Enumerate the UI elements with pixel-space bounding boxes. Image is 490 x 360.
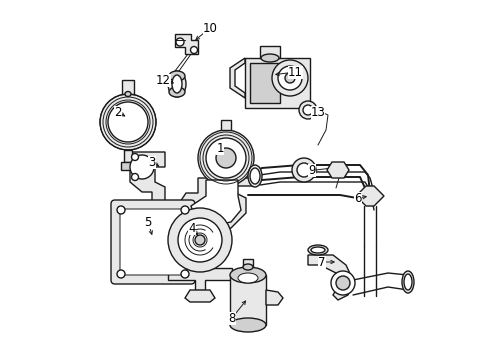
- Circle shape: [206, 138, 246, 178]
- Text: 7: 7: [318, 256, 326, 269]
- Bar: [243, 259, 253, 267]
- Circle shape: [176, 38, 184, 46]
- Circle shape: [292, 158, 316, 182]
- Circle shape: [178, 218, 222, 262]
- Circle shape: [195, 235, 205, 245]
- Text: 10: 10: [202, 22, 218, 35]
- Bar: [121, 162, 135, 170]
- Polygon shape: [176, 178, 254, 233]
- Circle shape: [117, 206, 125, 214]
- Polygon shape: [168, 268, 232, 290]
- Ellipse shape: [402, 271, 414, 293]
- Circle shape: [297, 163, 311, 177]
- Circle shape: [272, 60, 308, 96]
- Circle shape: [117, 270, 125, 278]
- FancyBboxPatch shape: [111, 200, 195, 284]
- Ellipse shape: [261, 54, 279, 62]
- Circle shape: [108, 102, 148, 142]
- Text: 3: 3: [148, 156, 156, 168]
- Circle shape: [131, 174, 139, 180]
- Polygon shape: [175, 34, 198, 54]
- Text: 11: 11: [288, 66, 302, 78]
- Text: 12: 12: [155, 73, 171, 86]
- Ellipse shape: [248, 165, 262, 187]
- Circle shape: [216, 148, 236, 168]
- Ellipse shape: [238, 273, 258, 283]
- Ellipse shape: [169, 71, 185, 81]
- Circle shape: [168, 208, 232, 272]
- Ellipse shape: [230, 318, 266, 332]
- Text: 6: 6: [354, 192, 362, 204]
- Text: 8: 8: [228, 311, 236, 324]
- Ellipse shape: [250, 168, 260, 184]
- Ellipse shape: [243, 264, 253, 270]
- Ellipse shape: [125, 91, 131, 96]
- Bar: [124, 150, 132, 162]
- Bar: [221, 120, 231, 130]
- Polygon shape: [356, 186, 384, 206]
- Ellipse shape: [311, 247, 325, 253]
- Polygon shape: [185, 290, 215, 302]
- Text: 9: 9: [308, 163, 316, 176]
- Polygon shape: [191, 180, 241, 226]
- Circle shape: [100, 94, 156, 150]
- Ellipse shape: [230, 267, 266, 283]
- Ellipse shape: [168, 71, 186, 97]
- Ellipse shape: [169, 87, 185, 97]
- Text: 5: 5: [145, 216, 152, 229]
- Text: 4: 4: [188, 221, 196, 234]
- Ellipse shape: [308, 245, 328, 255]
- Circle shape: [336, 276, 350, 290]
- Bar: [260, 46, 280, 58]
- Bar: [122, 80, 134, 94]
- FancyBboxPatch shape: [120, 209, 186, 275]
- Circle shape: [331, 271, 355, 295]
- Circle shape: [303, 105, 313, 115]
- Polygon shape: [327, 162, 349, 178]
- Bar: [230, 275, 266, 325]
- Text: 1: 1: [216, 141, 224, 154]
- Polygon shape: [266, 290, 283, 305]
- Circle shape: [131, 153, 139, 161]
- Circle shape: [299, 101, 317, 119]
- Polygon shape: [230, 58, 245, 98]
- Circle shape: [285, 73, 295, 83]
- Bar: [250, 63, 280, 103]
- Circle shape: [198, 130, 254, 186]
- Circle shape: [130, 155, 154, 179]
- Circle shape: [181, 206, 189, 214]
- Polygon shape: [130, 152, 165, 202]
- Ellipse shape: [172, 75, 182, 93]
- Circle shape: [181, 270, 189, 278]
- Text: 13: 13: [311, 105, 325, 118]
- Text: 2: 2: [114, 105, 122, 118]
- Bar: [245, 58, 310, 108]
- Polygon shape: [308, 255, 353, 300]
- Ellipse shape: [404, 274, 412, 290]
- Circle shape: [191, 46, 197, 54]
- Circle shape: [278, 66, 302, 90]
